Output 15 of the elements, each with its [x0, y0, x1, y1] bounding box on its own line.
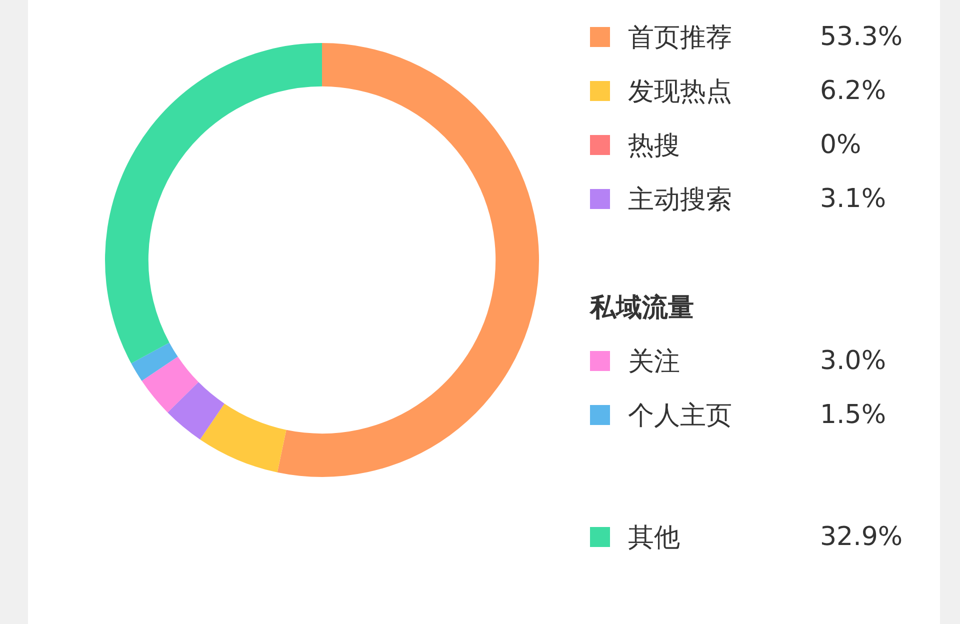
- legend-label: 首页推荐: [628, 22, 733, 54]
- data-label: 3.0%: [820, 346, 886, 376]
- legend-label: 主动搜索: [628, 184, 733, 216]
- legend-label: 发现热点: [628, 76, 733, 108]
- text: 私域流量: [590, 292, 695, 324]
- data-label: 6.2%: [820, 76, 886, 106]
- data-label: 3.1%: [820, 184, 886, 214]
- text: 0%: [820, 130, 862, 160]
- data-label: 1.5%: [820, 400, 886, 430]
- legend-label: 热搜: [628, 130, 681, 162]
- legend-label: 其他: [628, 522, 681, 554]
- data-label: 32.9%: [820, 522, 903, 552]
- data-label: 53.3%: [820, 22, 903, 52]
- legend-label: 关注: [628, 346, 681, 378]
- legend-label: 个人主页: [628, 400, 733, 432]
